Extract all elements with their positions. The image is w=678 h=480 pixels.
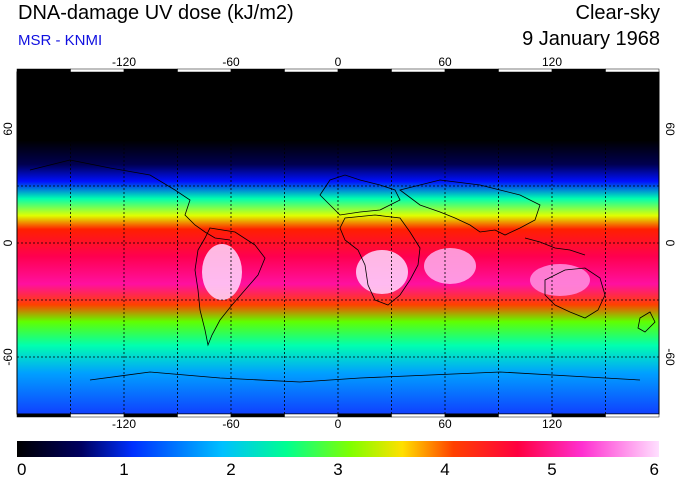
longitude-label-bottom: 60 <box>438 417 452 431</box>
coastline-new-zealand <box>637 311 656 333</box>
colorbar-tick-label: 0 <box>17 460 26 479</box>
latitude-label-left: 60 <box>1 122 15 136</box>
latitude-label-left: 0 <box>1 239 15 246</box>
colorbar-tick-label: 3 <box>333 460 342 479</box>
graticule <box>17 72 659 414</box>
frame-segment-bottom <box>16 413 71 418</box>
frame-segment-bottom <box>605 413 660 418</box>
longitude-label-top: 0 <box>335 55 342 69</box>
frame-segment-top <box>444 68 499 73</box>
colorbar <box>17 441 659 457</box>
longitude-label-bottom: 120 <box>542 417 562 431</box>
frame-segment-bottom <box>391 413 446 418</box>
coastline-south-america <box>194 227 266 347</box>
longitude-label-top: 60 <box>438 55 452 69</box>
colorbar-tick-label: 6 <box>650 460 659 479</box>
frame-segment-top <box>605 68 660 73</box>
coastline-north-america <box>29 159 231 241</box>
frame-segment-top <box>337 68 392 73</box>
colorbar-tick-label: 1 <box>119 460 128 479</box>
longitude-label-top: -120 <box>112 55 136 69</box>
frame-segment-bottom <box>284 413 339 418</box>
map-frame <box>16 68 660 418</box>
longitude-label-bottom: -120 <box>112 417 136 431</box>
frame-segment-top <box>16 68 71 73</box>
coastlines <box>29 159 656 383</box>
coastline-antarctica <box>89 371 641 383</box>
uv-hotspots <box>202 244 590 300</box>
longitude-label-bottom: 0 <box>335 417 342 431</box>
colorbar-tick-label: 2 <box>226 460 235 479</box>
latitude-label-right: -60 <box>663 348 677 366</box>
sky-condition-label: Clear-sky <box>575 2 660 24</box>
frame-segment-top <box>498 68 553 73</box>
colorbar-tick-label: 5 <box>547 460 556 479</box>
date-label: 9 January 1968 <box>522 28 660 50</box>
colorbar-tick-labels: 0 1 2 3 4 5 6 <box>17 460 659 479</box>
coastline-southeast-asia <box>524 237 586 256</box>
longitude-label-top: -60 <box>222 55 240 69</box>
colorbar-tick-label: 4 <box>440 460 449 479</box>
frame-segment-top <box>177 68 232 73</box>
coastline-europe <box>319 174 401 216</box>
map-title: DNA-damage UV dose (kJ/m2) <box>18 2 294 24</box>
frame-segment-top <box>70 68 125 73</box>
frame-segment-bottom <box>337 413 392 418</box>
frame-segment-top <box>551 68 606 73</box>
longitude-label-bottom: -60 <box>222 417 240 431</box>
frame-segment-bottom <box>444 413 499 418</box>
source-label: MSR - KNMI <box>18 32 103 49</box>
frame-segment-top <box>391 68 446 73</box>
frame-segment-top <box>284 68 339 73</box>
latitude-label-right: 0 <box>663 240 677 247</box>
frame-segment-top <box>230 68 285 73</box>
latitude-label-right: 60 <box>663 122 677 136</box>
longitude-label-top: 120 <box>542 55 562 69</box>
frame-segment-top <box>123 68 178 73</box>
axis-tick-labels: -120 -120 -60 -60 0 0 60 60 120 120 60 60 0 0 -60 -60 <box>1 55 677 431</box>
latitude-label-left: -60 <box>1 348 15 366</box>
